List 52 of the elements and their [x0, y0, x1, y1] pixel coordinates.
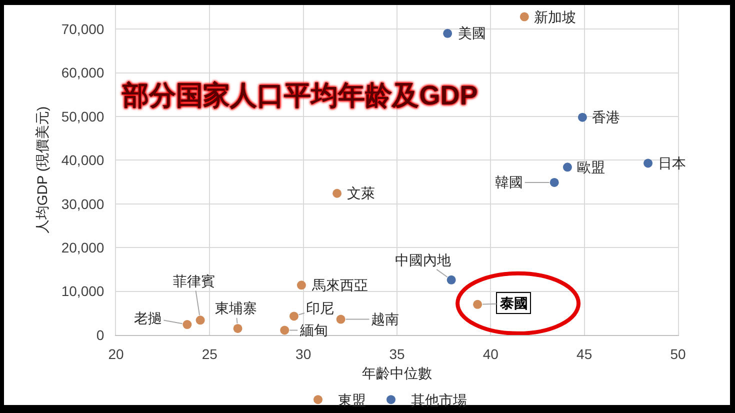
annotation: 新加坡: [534, 9, 576, 25]
point: [578, 112, 587, 122]
annotation: 印尼: [306, 300, 334, 316]
annotation: 日本: [658, 155, 686, 171]
point: [443, 28, 452, 38]
y-tick-label: 60,000: [61, 64, 104, 81]
annotation: 韓國: [495, 174, 523, 190]
y-axis-title: 人均GDP (現價美元): [34, 106, 50, 234]
y-tick-label: 40,000: [61, 152, 104, 168]
x-tick-label: 20: [108, 346, 124, 362]
point: [562, 162, 572, 172]
annotation: 文萊: [347, 185, 375, 201]
annotation: 泰國: [499, 295, 528, 311]
x-axis-title: 年齡中位數: [362, 365, 432, 382]
x-tick-label: 30: [296, 346, 312, 362]
annotation: 歐盟: [577, 159, 605, 175]
x-tick-label: 25: [202, 346, 218, 362]
x-tick-label: 40: [482, 346, 499, 362]
y-tick-label: 70,000: [61, 20, 104, 37]
point: [196, 316, 205, 325]
y-tick-label: 20,000: [61, 239, 104, 256]
y-tick-label: 30,000: [61, 196, 104, 212]
annotation: 中國內地: [395, 252, 451, 268]
point: [550, 178, 559, 187]
text: 部分国家人口平均年龄及GDP: [121, 80, 478, 110]
annotation: 老撾: [134, 310, 162, 326]
x-tick-label: 45: [576, 346, 592, 362]
point: [289, 312, 298, 321]
annotation: 菲律賓: [173, 273, 215, 289]
point: [336, 314, 346, 324]
annotation: 香港: [592, 109, 620, 125]
point: [296, 280, 306, 290]
x-tick-label: 50: [670, 346, 686, 362]
point: [280, 326, 290, 335]
annotation: 美國: [458, 25, 486, 41]
annotation: 東埔寨: [215, 300, 257, 316]
point: [473, 300, 482, 309]
annotation: 緬甸: [299, 322, 328, 338]
legend-label: 東盟: [338, 392, 366, 408]
point: [332, 188, 342, 198]
y-tick-label: 50,000: [61, 108, 104, 124]
x-tick-label: 35: [389, 346, 405, 362]
y-tick-label: 10,000: [61, 283, 104, 300]
annotation: 越南: [371, 311, 399, 327]
point: [520, 12, 529, 22]
point: [233, 324, 242, 333]
y-tick-label: 0: [96, 326, 104, 343]
point: [182, 320, 192, 330]
legend-label: 其他市場: [411, 392, 467, 408]
point: [446, 275, 456, 284]
annotation: 馬來西亞: [311, 277, 368, 293]
point: [644, 158, 653, 168]
